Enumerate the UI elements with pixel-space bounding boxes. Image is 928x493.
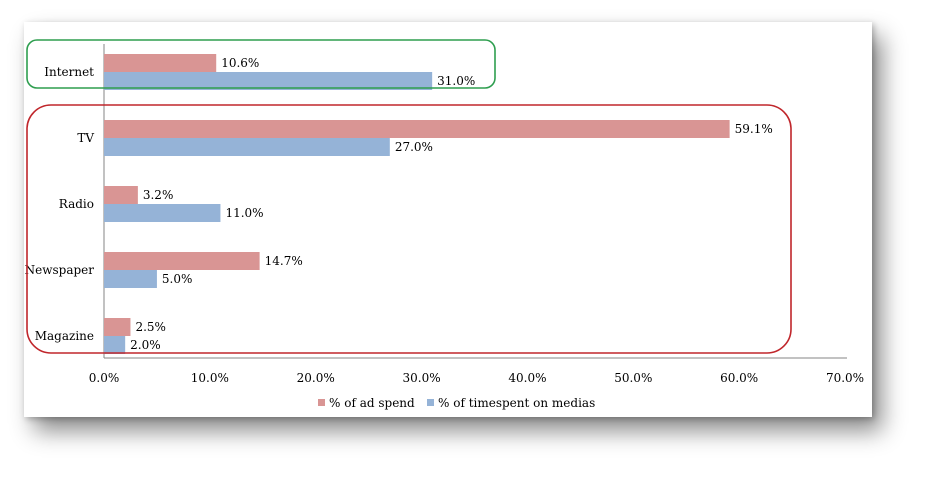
- bar-newspaper-series-1: [104, 252, 260, 270]
- legend-swatch-1: [318, 399, 325, 406]
- category-label-newspaper: Newspaper: [25, 263, 95, 277]
- bar-internet-series-2: [104, 72, 433, 90]
- chart-frame: 10.6% 31.0% Internet 59.1% 27.0% TV 3.2% 11.0% R…: [24, 22, 872, 417]
- category-label-magazine: Magazine: [35, 329, 94, 343]
- data-label-radio-series-2: 11.0%: [225, 206, 263, 220]
- data-label-internet-series-1: 10.6%: [221, 56, 259, 70]
- bar-tv-series-2: [104, 138, 390, 156]
- legend-swatch-2: [427, 399, 434, 406]
- highlight-box-2: [26, 104, 792, 354]
- bar-tv-series-1: [104, 120, 730, 138]
- bar-magazine-series-2: [104, 336, 126, 354]
- x-tick-label: 20.0%: [297, 371, 335, 385]
- data-label-radio-series-1: 3.2%: [143, 188, 174, 202]
- category-label-radio: Radio: [59, 197, 94, 211]
- data-label-newspaper-series-2: 5.0%: [162, 272, 193, 286]
- highlight-box-1: [26, 39, 496, 89]
- x-tick-label: 40.0%: [508, 371, 546, 385]
- bar-chart: 10.6% 31.0% Internet 59.1% 27.0% TV 3.2% 11.0% R…: [25, 39, 864, 410]
- x-tick-label: 30.0%: [403, 371, 441, 385]
- category-label-internet: Internet: [44, 65, 94, 79]
- data-label-magazine-series-1: 2.5%: [135, 320, 166, 334]
- data-label-tv-series-2: 27.0%: [395, 140, 433, 154]
- x-tick-label: 0.0%: [89, 371, 120, 385]
- bar-newspaper-series-2: [104, 270, 157, 288]
- data-label-tv-series-1: 59.1%: [735, 122, 773, 136]
- legend-label-2: % of timespent on medias: [438, 396, 595, 410]
- x-tick-label: 70.0%: [826, 371, 864, 385]
- category-label-tv: TV: [77, 131, 94, 145]
- x-tick-label: 50.0%: [614, 371, 652, 385]
- bar-internet-series-1: [104, 54, 217, 72]
- bar-magazine-series-1: [104, 318, 131, 336]
- bar-radio-series-2: [104, 204, 221, 222]
- data-label-internet-series-2: 31.0%: [437, 74, 475, 88]
- data-label-newspaper-series-1: 14.7%: [265, 254, 303, 268]
- legend-label-1: % of ad spend: [329, 396, 415, 410]
- x-tick-label: 10.0%: [191, 371, 229, 385]
- x-tick-label: 60.0%: [720, 371, 758, 385]
- bar-radio-series-1: [104, 186, 138, 204]
- data-label-magazine-series-2: 2.0%: [130, 338, 161, 352]
